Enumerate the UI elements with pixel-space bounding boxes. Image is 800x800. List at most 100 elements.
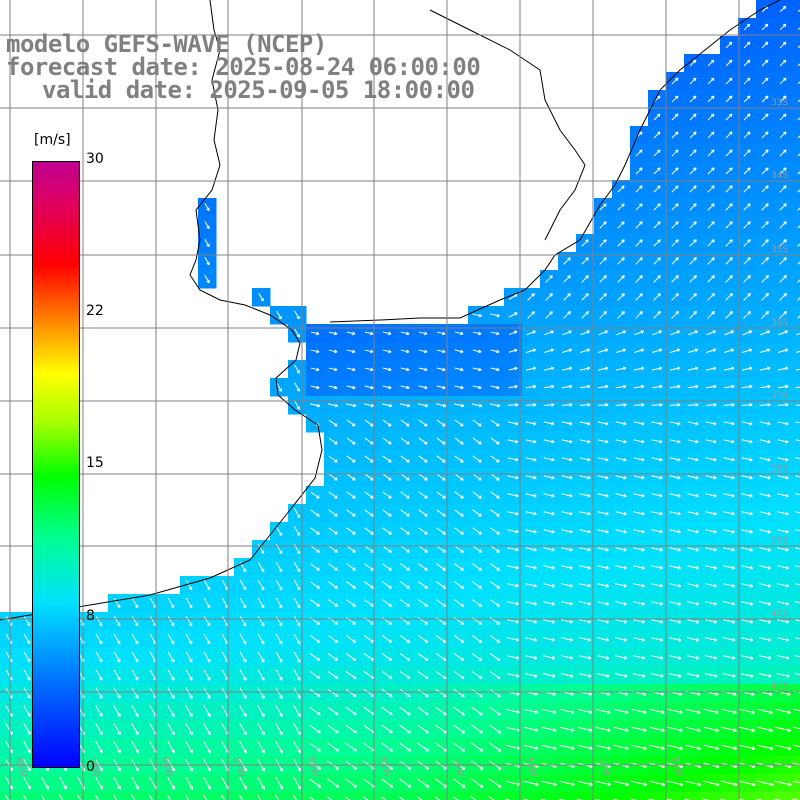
- wind-arrow: [777, 511, 789, 516]
- wind-arrow: [400, 599, 411, 607]
- wind-arrow: [687, 511, 699, 516]
- wind-arrow: [775, 726, 792, 733]
- wind-arrow: [725, 77, 733, 85]
- wind-arrow: [795, 457, 800, 460]
- lat-label: 38S: [771, 464, 788, 474]
- wind-arrow: [633, 511, 645, 516]
- wind-arrow: [596, 673, 610, 678]
- wind-arrow: [382, 563, 392, 571]
- wind-cell: [270, 792, 289, 800]
- wind-arrow: [346, 473, 356, 481]
- wind-arrow: [167, 669, 175, 681]
- wind-arrow: [687, 529, 699, 534]
- wind-arrow: [795, 475, 800, 478]
- wind-arrow: [185, 740, 193, 754]
- wind-arrow: [382, 509, 392, 517]
- wind-arrow: [580, 330, 590, 336]
- wind-arrow: [797, 189, 800, 193]
- wind-arrow: [472, 349, 482, 354]
- wind-arrow: [95, 615, 103, 627]
- wind-arrow: [275, 651, 283, 663]
- wind-arrow: [743, 131, 751, 139]
- wind-arrow: [632, 673, 646, 678]
- wind-arrow: [649, 708, 665, 714]
- wind-arrow: [327, 742, 339, 752]
- wind-arrow: [470, 742, 484, 752]
- wind-arrow: [418, 509, 428, 517]
- wind-arrow: [490, 527, 500, 535]
- wind-arrow: [741, 457, 753, 462]
- wind-arrow: [545, 311, 553, 319]
- lat-label: 37S: [771, 391, 788, 401]
- wind-arrow: [578, 655, 592, 660]
- wind-cell: [54, 792, 73, 800]
- wind-arrow: [653, 203, 661, 211]
- wind-arrow: [650, 655, 664, 660]
- wind-arrow: [635, 203, 643, 211]
- wind-arrow: [687, 475, 699, 480]
- wind-cell: [540, 792, 559, 800]
- lat-label: 35S: [771, 245, 788, 255]
- wind-arrow: [797, 63, 800, 67]
- wind-arrow: [561, 421, 573, 426]
- wind-arrow: [597, 511, 609, 516]
- wind-arrow: [489, 670, 501, 680]
- wind-arrow: [23, 723, 31, 735]
- wind-arrow: [258, 292, 264, 302]
- wind-arrow: [707, 131, 715, 139]
- wind-arrow: [239, 687, 247, 699]
- wind-arrow: [435, 688, 447, 698]
- wind-arrow: [779, 95, 787, 103]
- wind-arrow: [579, 565, 591, 570]
- wind-arrow: [779, 310, 788, 319]
- wind-arrow: [472, 581, 483, 589]
- wind-arrow: [309, 742, 321, 752]
- wind-arrow: [276, 382, 282, 392]
- wind-arrow: [779, 221, 787, 229]
- wind-arrow: [777, 493, 789, 498]
- wind-arrow: [685, 744, 701, 751]
- wind-arrow: [617, 257, 625, 265]
- wind-arrow: [490, 473, 500, 481]
- wind-arrow: [651, 457, 663, 462]
- wind-arrow: [689, 149, 697, 157]
- wind-arrow: [705, 457, 717, 462]
- wind-arrow: [776, 637, 790, 642]
- wind-arrow: [633, 366, 645, 371]
- wind-arrow: [615, 511, 627, 516]
- wind-arrow: [779, 167, 787, 175]
- wind-arrow: [526, 366, 537, 371]
- wind-cell: [522, 792, 541, 800]
- wind-cell: [792, 504, 800, 523]
- wind-arrow: [113, 669, 121, 681]
- wind-arrow: [454, 473, 464, 481]
- wind-arrow: [650, 673, 664, 678]
- wind-arrow: [777, 475, 789, 480]
- wind-arrow: [545, 293, 553, 301]
- wind-arrow: [761, 275, 769, 283]
- wind-arrow: [759, 475, 771, 480]
- wind-arrow: [689, 113, 697, 121]
- wind-arrow: [399, 670, 411, 680]
- wind-arrow: [741, 547, 753, 552]
- wind-arrow: [276, 310, 282, 320]
- wind-arrow: [454, 385, 464, 390]
- wind-arrow: [490, 545, 500, 553]
- wind-arrow: [633, 475, 645, 480]
- wind-arrow: [167, 687, 175, 699]
- wind-cell: [792, 594, 800, 613]
- wind-arrow: [725, 41, 733, 49]
- wind-arrow: [671, 185, 679, 193]
- wind-cell: [792, 468, 800, 487]
- wind-arrow: [113, 705, 121, 717]
- wind-arrow: [599, 311, 607, 319]
- wind-arrow: [364, 349, 374, 354]
- wind-arrow: [615, 421, 627, 426]
- wind-arrow: [795, 547, 800, 550]
- wind-arrow: [400, 545, 410, 553]
- wind-arrow: [759, 439, 771, 444]
- wind-arrow: [95, 741, 103, 754]
- wind-arrow: [725, 131, 733, 139]
- wind-cell: [702, 792, 721, 800]
- wind-arrow: [382, 491, 392, 499]
